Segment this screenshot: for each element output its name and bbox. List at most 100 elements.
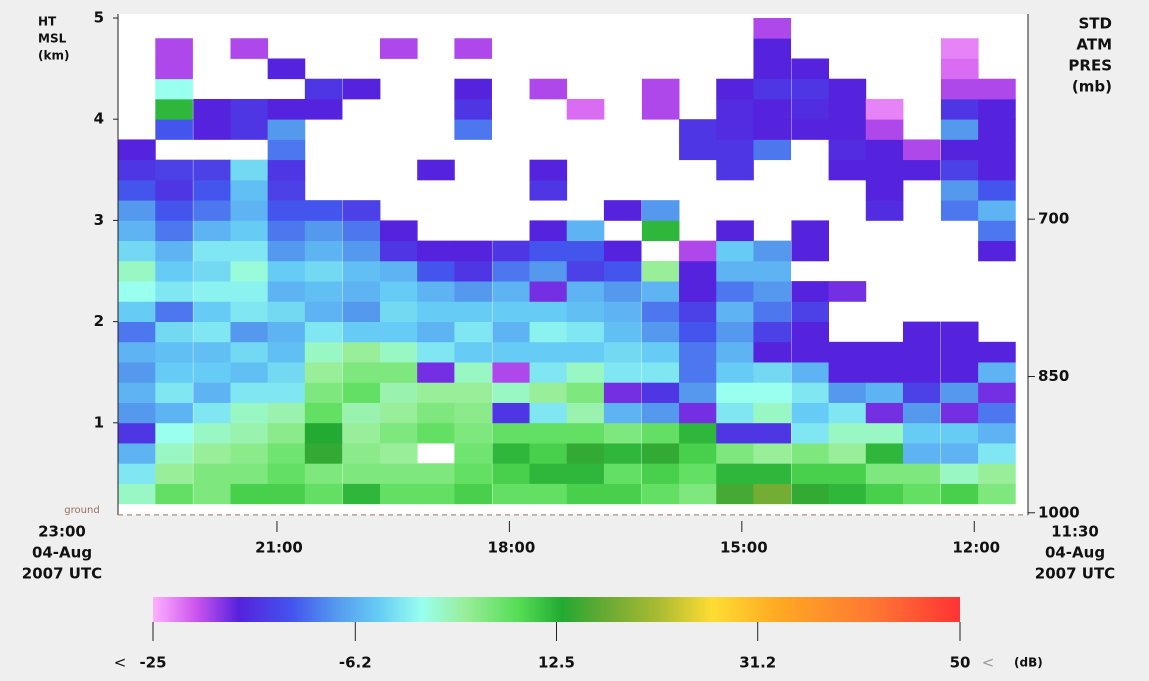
cell [492,322,530,343]
cell [604,382,642,403]
cell [941,180,979,201]
cell [642,261,680,282]
cell [829,342,867,363]
cell [118,403,156,424]
cell [642,301,680,322]
cell [829,160,867,181]
x-start-label: 23:00 [38,523,86,541]
cell [268,463,306,484]
cell [978,342,1016,363]
cell [567,342,605,363]
cell [679,403,717,424]
x-tick-label: 12:00 [952,539,1000,557]
y-tick-label: 2 [94,312,104,330]
cell [454,261,492,282]
cell [268,180,306,201]
cell [978,463,1016,484]
cell [829,463,867,484]
cell [978,79,1016,100]
cell [492,382,530,403]
cell [193,443,231,464]
cell [642,443,680,464]
cell [716,382,754,403]
cell [791,241,829,262]
cell [866,484,904,505]
cell [155,119,193,140]
cell [305,443,343,464]
cell [567,220,605,241]
cell [978,362,1016,383]
cell [193,281,231,302]
cell [642,200,680,221]
cell [978,382,1016,403]
cell [155,301,193,322]
cell [530,160,568,181]
cell [903,463,941,484]
cell [230,261,268,282]
cell [305,200,343,221]
cell [829,119,867,140]
cell [268,261,306,282]
cell [679,119,717,140]
cell [268,362,306,383]
cell [567,484,605,505]
cell [118,443,156,464]
cell [716,220,754,241]
cell [642,322,680,343]
cell [380,241,418,262]
cell [230,484,268,505]
cell [305,220,343,241]
cell [380,301,418,322]
cell [230,38,268,59]
cell [230,342,268,363]
cell [791,79,829,100]
cell [753,119,791,140]
cell [716,322,754,343]
cell [866,180,904,201]
cell [193,423,231,444]
cell [753,139,791,160]
cell [380,484,418,505]
cell [343,261,381,282]
cell [230,301,268,322]
cell [454,281,492,302]
cell [829,443,867,464]
x-tick-label: 15:00 [720,539,768,557]
cell [941,200,979,221]
cell [903,382,941,403]
cell [567,382,605,403]
cell [380,443,418,464]
cell [978,443,1016,464]
cell [454,463,492,484]
cell [941,160,979,181]
cell [716,99,754,120]
cell [380,322,418,343]
cell [716,443,754,464]
cell [567,403,605,424]
cell [978,99,1016,120]
x-tick-label: 18:00 [488,539,536,557]
cell [716,241,754,262]
cell [679,484,717,505]
y2-axis-title: (mb) [1072,78,1112,96]
y-tick-label: 5 [94,9,104,27]
cell [417,463,455,484]
cell [230,463,268,484]
cell [866,99,904,120]
cell [829,79,867,100]
cell [978,160,1016,181]
cell [716,484,754,505]
cell [903,423,941,444]
cell [716,301,754,322]
cell [305,484,343,505]
cell [155,484,193,505]
cell [753,443,791,464]
cell [343,200,381,221]
cell [604,403,642,424]
cell [343,281,381,302]
cell [866,403,904,424]
cell [118,281,156,302]
cell [567,362,605,383]
cell [343,342,381,363]
cell [193,484,231,505]
